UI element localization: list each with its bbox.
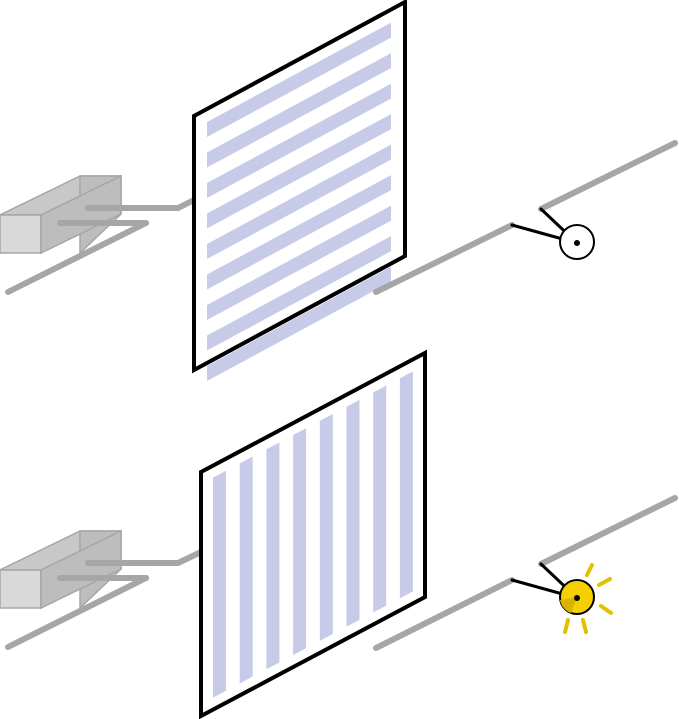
filter-stripe [207, 53, 391, 168]
filter-stripe [207, 22, 391, 137]
source-box-icon [0, 174, 122, 255]
polarizer-filter-icon [199, 349, 427, 719]
filter-stripe [266, 442, 280, 670]
source-box-icon [0, 529, 122, 610]
filter-stripes-vertical [213, 371, 413, 698]
filter-stripe [213, 470, 226, 698]
detector-icon-lit [510, 562, 613, 634]
filter-stripe [319, 413, 333, 641]
filter-stripe [207, 114, 391, 229]
filter-stripe [207, 266, 391, 381]
panel-bottom [0, 349, 678, 719]
outgoing-wire-top [373, 140, 678, 295]
filter-stripe [373, 385, 387, 613]
incoming-wire-bottom [5, 549, 204, 650]
outgoing-wire-bottom [373, 495, 678, 651]
filter-stripe [207, 144, 391, 259]
polarizer-filter-icon [192, 0, 407, 381]
filter-stripe [207, 236, 391, 351]
filter-stripes-horizontal [207, 22, 391, 381]
incoming-wire-top [5, 197, 197, 295]
filter-stripe [207, 205, 391, 320]
panel-top [0, 0, 678, 381]
filter-stripe [207, 175, 391, 290]
filter-stripe [293, 428, 307, 656]
filter-stripe [207, 83, 391, 198]
glow-rays [563, 563, 613, 634]
detector-icon [510, 207, 595, 260]
filter-stripe [239, 456, 253, 684]
filter-stripe [399, 371, 413, 599]
filter-stripe [346, 399, 360, 627]
